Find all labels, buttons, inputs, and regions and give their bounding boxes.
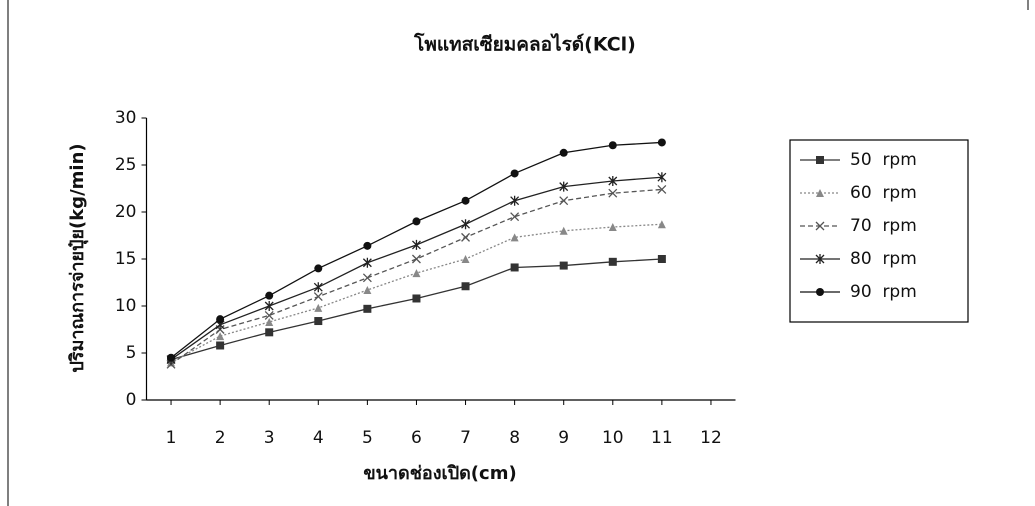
y-tick-label: 10 [115,296,137,316]
chart-title: โพแทสเซียมคลอไรด์(KCl) [413,33,636,56]
x-tick-label: 7 [460,428,471,448]
marker [461,196,470,205]
legend-label: 50 rpm [850,150,917,170]
marker [363,286,372,295]
marker [461,232,471,242]
x-tick-label: 1 [166,428,177,448]
legend-label: 80 rpm [850,249,917,269]
x-tick-label: 8 [509,428,520,448]
marker [657,255,666,263]
marker [411,254,421,264]
marker [608,175,618,186]
marker [265,291,274,300]
x-tick-label: 3 [264,428,275,448]
marker [510,169,519,178]
x-tick-label: 2 [215,428,226,448]
x-tick-label: 10 [602,428,624,448]
y-tick-label: 30 [115,108,137,128]
marker [510,195,520,206]
y-axis-title: ปริมาณการจ่ายปุ๋ย(kg/min) [67,143,89,372]
marker [412,294,421,303]
x-tick-label: 11 [651,428,673,448]
marker [559,261,568,270]
marker [657,184,667,194]
x-tick-label: 6 [411,428,422,448]
y-tick-label: 25 [115,155,137,175]
marker [461,219,471,230]
marker [608,257,617,266]
y-tick-label: 0 [126,390,137,410]
marker [216,315,225,324]
marker [216,332,225,341]
marker [264,310,274,320]
marker [314,264,323,273]
marker [608,223,617,232]
y-tick-label: 5 [126,343,137,363]
marker [559,196,569,206]
marker [411,239,421,250]
legend-label: 90 rpm [850,282,917,302]
marker [264,301,274,311]
marker [608,141,617,150]
marker [510,233,519,242]
marker [510,212,520,222]
marker [265,317,274,326]
marker [313,282,323,293]
marker [461,282,470,291]
marker [816,156,824,164]
marker [167,353,176,362]
x-tick-label: 12 [700,428,722,448]
marker [412,269,421,278]
marker [559,226,568,235]
marker [313,292,323,302]
marker [461,255,470,263]
marker [362,273,372,283]
y-tick-label: 20 [115,202,137,222]
marker [510,263,519,272]
marker [657,172,667,183]
x-axis-title: ขนาดช่องเปิด(cm) [363,463,516,484]
marker [815,221,825,231]
marker [363,304,372,313]
marker [559,181,569,192]
marker [265,328,274,337]
marker [362,257,372,268]
marker [363,241,372,250]
marker [608,188,618,198]
x-tick-label: 4 [313,428,324,448]
legend-label: 70 rpm [850,216,917,236]
legend-label: 60 rpm [850,183,917,203]
marker [816,288,824,296]
marker [559,148,568,157]
marker [314,317,323,326]
marker [815,254,825,264]
marker [314,303,323,312]
x-tick-label: 9 [558,428,569,448]
marker [816,189,824,197]
marker [657,138,666,147]
y-tick-label: 15 [115,249,137,269]
x-tick-label: 5 [362,428,373,448]
marker [657,220,666,229]
marker [412,217,421,226]
marker [216,341,225,350]
